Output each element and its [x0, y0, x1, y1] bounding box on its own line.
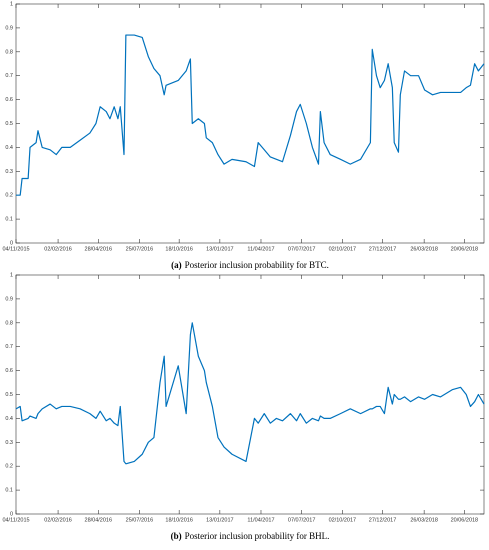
- y-tick-label: 0.6: [5, 97, 13, 103]
- x-tick-label: 02/10/2017: [329, 246, 357, 252]
- y-tick-label: 0.5: [5, 121, 13, 127]
- y-tick-label: 0.1: [5, 488, 13, 494]
- x-tick-label: 07/07/2017: [288, 246, 316, 252]
- x-tick-label: 13/01/2017: [206, 517, 234, 523]
- x-tick-label: 18/10/2016: [165, 517, 193, 523]
- y-tick-label: 0.3: [5, 440, 13, 446]
- x-tick-label: 07/07/2017: [288, 517, 316, 523]
- chart-panel: 0 0.1 0.2 0.3 0.4 0.5 0.6 0.7 0.8 0.9 1 04/11/2015 0…: [2, 1, 485, 270]
- x-tick-label: 26/03/2018: [410, 246, 438, 252]
- x-tick-label: 20/06/2018: [451, 246, 479, 252]
- x-tick-label: 28/04/2016: [85, 246, 113, 252]
- x-tick-label: 20/06/2018: [451, 517, 479, 523]
- y-tick-label: 0.4: [5, 145, 13, 151]
- y-tick-label: 0: [10, 240, 13, 246]
- caption: (a) Posterior inclusion probability for B…: [171, 260, 329, 270]
- y-tick-label: 0.1: [5, 217, 13, 223]
- x-tick-label: 26/03/2018: [410, 517, 438, 523]
- x-tick-label: 25/07/2016: [126, 517, 154, 523]
- x-tick-label: 13/01/2017: [206, 246, 234, 252]
- y-tick-label: 0.6: [5, 368, 13, 374]
- caption-text: Posterior inclusion probability for BTC.: [185, 260, 329, 270]
- x-tick-label: 27/12/2017: [369, 246, 397, 252]
- y-tick-label: 1: [10, 1, 13, 7]
- y-tick-label: 0.9: [5, 296, 13, 302]
- x-tick-label: 18/10/2016: [165, 246, 193, 252]
- caption: (b) Posterior inclusion probability for B…: [171, 531, 330, 541]
- x-tick-label: 02/02/2016: [44, 246, 72, 252]
- plot-frame: [15, 3, 485, 244]
- y-tick-label: 0.9: [5, 25, 13, 31]
- x-tick-label: 04/11/2015: [2, 517, 29, 523]
- data-line: [16, 34, 485, 196]
- y-tick-label: 0.5: [5, 392, 13, 398]
- y-tick-label: 0.2: [5, 193, 13, 199]
- y-tick-label: 0: [10, 511, 13, 517]
- plot-frame: [15, 274, 485, 515]
- chart-panel: 0 0.1 0.2 0.3 0.4 0.5 0.6 0.7 0.8 0.9 1 04/11/2015 0…: [2, 272, 485, 541]
- y-tick-label: 0.8: [5, 49, 13, 55]
- x-tick-label: 25/07/2016: [126, 246, 154, 252]
- caption-label: (a): [171, 260, 182, 270]
- x-tick-label: 11/04/2017: [247, 246, 274, 252]
- caption-text: Posterior inclusion probability for BHL.: [185, 531, 330, 541]
- x-tick-label: 27/12/2017: [369, 517, 397, 523]
- caption-label: (b): [171, 531, 182, 541]
- x-tick-label: 28/04/2016: [85, 517, 113, 523]
- y-tick-label: 1: [10, 272, 13, 278]
- x-tick-label: 02/02/2016: [44, 517, 72, 523]
- y-tick-label: 0.3: [5, 169, 13, 175]
- y-tick-label: 0.7: [5, 344, 13, 350]
- y-tick-label: 0.7: [5, 73, 13, 79]
- y-tick-label: 0.4: [5, 416, 13, 422]
- data-line: [15, 322, 485, 465]
- x-tick-label: 02/10/2017: [329, 517, 357, 523]
- x-tick-label: 04/11/2015: [2, 246, 29, 252]
- y-tick-label: 0.8: [5, 320, 13, 326]
- y-tick-label: 0.2: [5, 464, 13, 470]
- x-tick-label: 11/04/2017: [247, 517, 274, 523]
